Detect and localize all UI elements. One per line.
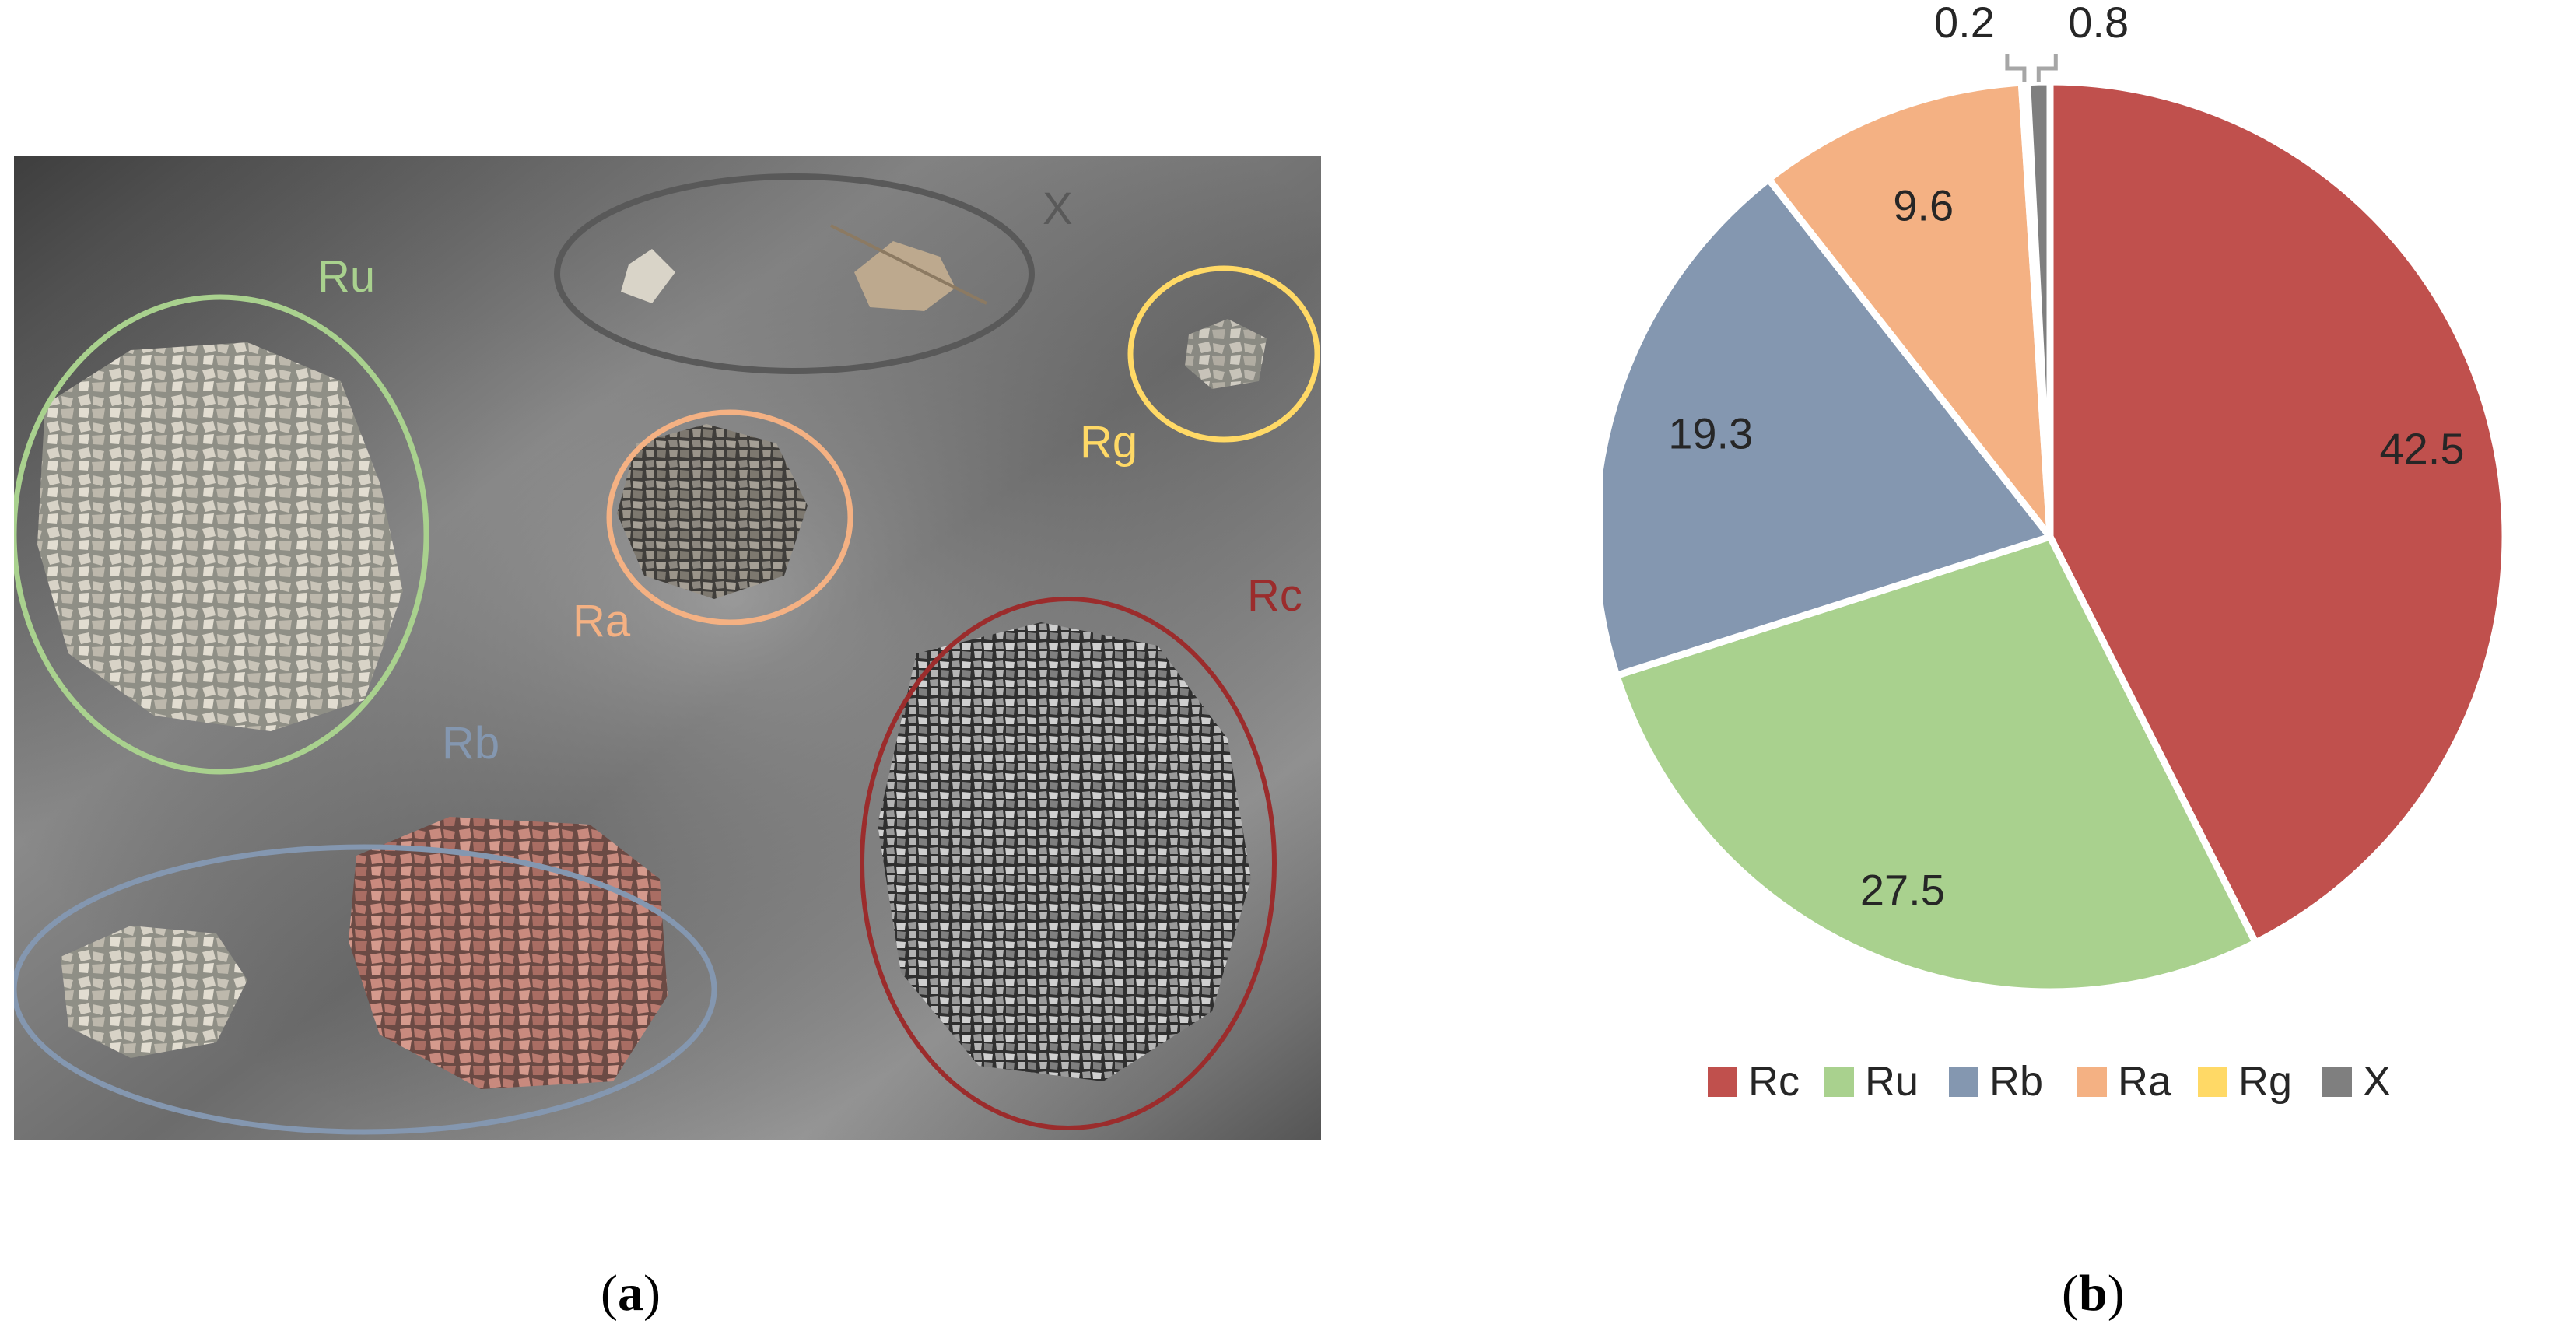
circle-rb — [11, 844, 717, 1135]
pile-x-fragments — [621, 249, 675, 303]
label-ra: Ra — [573, 596, 631, 646]
legend-swatch-rc — [1708, 1067, 1737, 1097]
label-ru: Ru — [317, 251, 375, 302]
pie-slices — [1591, 78, 2509, 996]
label-rb: Rb — [442, 718, 499, 769]
pie-chart-panel: 42.5 27.5 19.3 9.6 0.2 0.8 Rc Ru Rb Ra Rg X — [1591, 0, 2576, 1167]
pie-slice-ra — [1765, 79, 2054, 541]
pile-ru — [37, 342, 403, 731]
pile-rb-brick — [349, 817, 668, 1089]
caption-a: (a) — [601, 1265, 661, 1322]
pie-leader-lines — [2005, 54, 2058, 82]
label-rg: Rg — [1080, 417, 1137, 468]
label-rc: Rc — [1247, 570, 1302, 621]
pie-legend: Rc Ru Rb Ra Rg X — [1708, 1058, 2391, 1105]
caption-b-letter: b — [2078, 1265, 2108, 1322]
pile-x-stems — [830, 224, 987, 305]
aggregate-photo: Ru X Rg Ra Rc Rb — [11, 156, 1321, 1140]
legend-swatch-x — [2322, 1067, 2352, 1097]
pie-slice-ru — [1613, 533, 2259, 996]
pie-label-rc: 42.5 — [2379, 424, 2464, 473]
circle-rg — [1127, 265, 1320, 443]
caption-b: (b) — [2062, 1265, 2125, 1322]
circle-ru — [11, 294, 429, 775]
pie-chart: 42.5 27.5 19.3 9.6 0.2 0.8 Rc Ru Rb Ra Rg X — [1591, 0, 2509, 1105]
circle-x — [554, 173, 1035, 374]
legend-swatch-ru — [1824, 1067, 1854, 1097]
aggregate-photo-canvas: Ru X Rg Ra Rc Rb — [11, 156, 1321, 1140]
pile-x-organic — [854, 241, 955, 311]
pie-label-rb: 19.3 — [1668, 408, 1753, 457]
leader-line-x — [2036, 54, 2058, 82]
legend-label-rc: Rc — [1748, 1058, 1800, 1105]
pile-rg — [1185, 319, 1267, 389]
label-x: X — [1043, 184, 1073, 234]
pile-ra — [617, 424, 808, 599]
caption-a-letter: a — [617, 1265, 643, 1322]
legend-swatch-rb — [1949, 1067, 1978, 1097]
legend-label-ru: Ru — [1865, 1058, 1919, 1105]
legend-label-x: X — [2363, 1058, 2391, 1105]
pie-label-rg: 0.2 — [1934, 0, 1995, 47]
legend-swatch-ra — [2077, 1067, 2107, 1097]
legend-swatch-rg — [2198, 1067, 2227, 1097]
pile-rb-light — [61, 926, 247, 1058]
leader-line-rg — [2005, 54, 2027, 82]
circle-ra — [606, 409, 853, 625]
legend-label-rg: Rg — [2238, 1058, 2292, 1105]
pie-data-labels: 42.5 27.5 19.3 9.6 0.2 0.8 — [1668, 0, 2464, 914]
legend-label-rb: Rb — [1989, 1058, 2043, 1105]
pie-slice-rc — [2046, 78, 2509, 947]
legend-label-ra: Ra — [2118, 1058, 2172, 1105]
pie-label-ru: 27.5 — [1860, 865, 1945, 914]
circle-rc — [860, 597, 1277, 1130]
pile-rc — [878, 622, 1251, 1081]
pie-label-ra: 9.6 — [1893, 181, 1954, 230]
pie-label-x: 0.8 — [2068, 0, 2129, 47]
